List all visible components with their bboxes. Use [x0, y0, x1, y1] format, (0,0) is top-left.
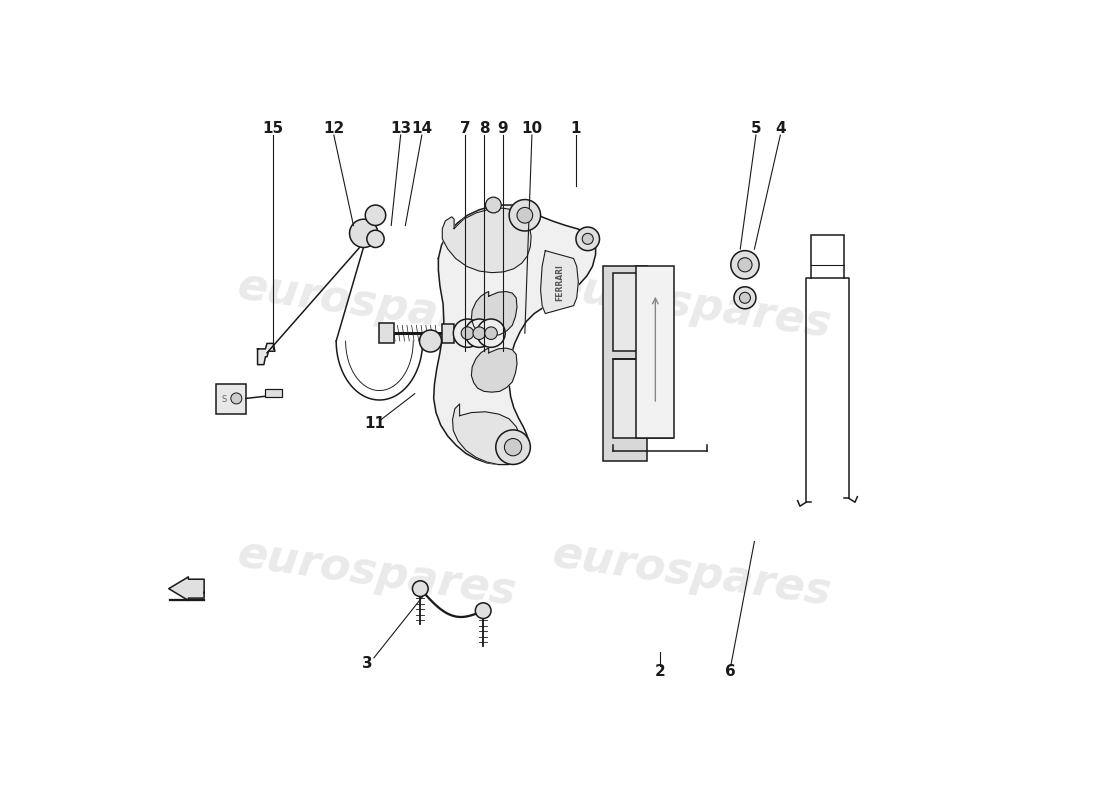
Text: 11: 11 — [364, 416, 385, 431]
Bar — [637, 266, 674, 438]
Circle shape — [412, 581, 428, 597]
Polygon shape — [472, 348, 517, 392]
Text: FERRARI: FERRARI — [554, 264, 564, 301]
Polygon shape — [472, 291, 517, 335]
Polygon shape — [257, 343, 275, 365]
Circle shape — [475, 603, 491, 618]
Text: 1: 1 — [571, 122, 581, 136]
Bar — [379, 323, 394, 343]
Circle shape — [485, 197, 502, 213]
Circle shape — [473, 327, 485, 339]
Text: 8: 8 — [478, 122, 490, 136]
Text: S: S — [221, 395, 227, 405]
Circle shape — [730, 250, 759, 279]
Bar — [613, 359, 672, 438]
Text: eurospares: eurospares — [549, 532, 834, 614]
Circle shape — [465, 319, 494, 347]
Circle shape — [517, 207, 532, 223]
Text: 7: 7 — [460, 122, 471, 136]
Text: eurospares: eurospares — [234, 265, 519, 346]
Circle shape — [366, 230, 384, 247]
Polygon shape — [540, 250, 579, 314]
Circle shape — [477, 319, 505, 347]
Circle shape — [582, 234, 593, 244]
Circle shape — [419, 330, 441, 352]
Circle shape — [496, 430, 530, 465]
Text: eurospares: eurospares — [234, 532, 519, 614]
Circle shape — [350, 219, 377, 247]
Text: 3: 3 — [362, 656, 373, 671]
Circle shape — [231, 393, 242, 404]
Circle shape — [485, 327, 497, 339]
Text: 14: 14 — [411, 122, 432, 136]
Text: 2: 2 — [654, 664, 666, 678]
Bar — [613, 273, 672, 351]
Bar — [441, 324, 454, 342]
Text: 9: 9 — [497, 122, 508, 136]
Text: 6: 6 — [725, 664, 736, 678]
Bar — [216, 384, 245, 414]
Circle shape — [509, 199, 540, 231]
Circle shape — [453, 319, 482, 347]
Circle shape — [734, 286, 756, 309]
Polygon shape — [168, 577, 205, 601]
Text: 4: 4 — [776, 122, 785, 136]
Bar — [811, 235, 844, 278]
Circle shape — [739, 292, 750, 303]
Text: 12: 12 — [323, 122, 344, 136]
Bar — [604, 266, 647, 462]
Text: 5: 5 — [750, 122, 761, 136]
Text: 13: 13 — [390, 122, 411, 136]
Text: 10: 10 — [521, 122, 542, 136]
Bar — [265, 389, 282, 397]
Circle shape — [505, 438, 521, 456]
Polygon shape — [442, 208, 531, 273]
Circle shape — [365, 205, 386, 226]
Text: eurospares: eurospares — [549, 265, 834, 346]
Polygon shape — [433, 205, 595, 465]
Circle shape — [576, 227, 600, 250]
Circle shape — [738, 258, 752, 272]
Text: 15: 15 — [263, 122, 284, 136]
Circle shape — [461, 327, 474, 339]
Polygon shape — [452, 404, 521, 465]
